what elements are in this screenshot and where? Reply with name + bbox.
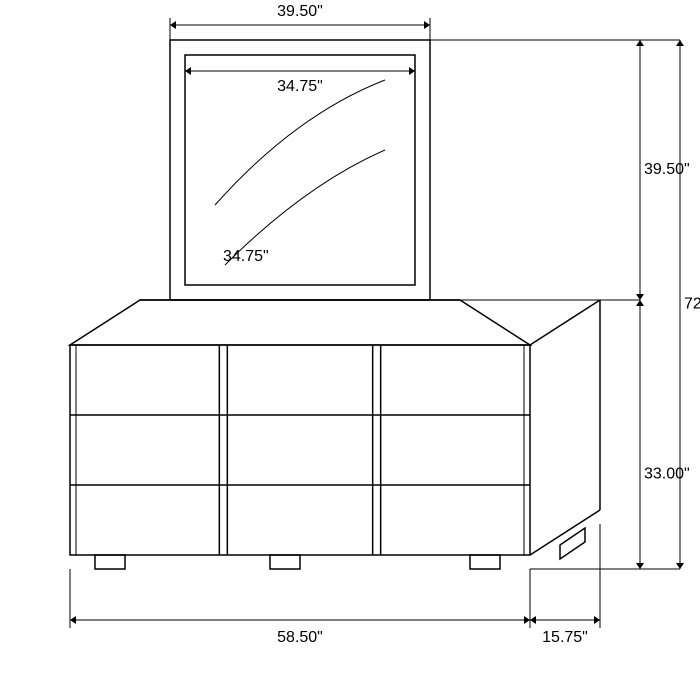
svg-text:34.75": 34.75" (277, 78, 323, 95)
svg-text:33.00": 33.00" (644, 466, 690, 483)
svg-text:72.50": 72.50" (684, 296, 700, 313)
svg-text:15.75": 15.75" (542, 629, 588, 646)
svg-text:39.50": 39.50" (277, 3, 323, 20)
svg-text:34.75": 34.75" (223, 248, 269, 265)
svg-text:58.50": 58.50" (277, 629, 323, 646)
svg-text:39.50": 39.50" (644, 161, 690, 178)
